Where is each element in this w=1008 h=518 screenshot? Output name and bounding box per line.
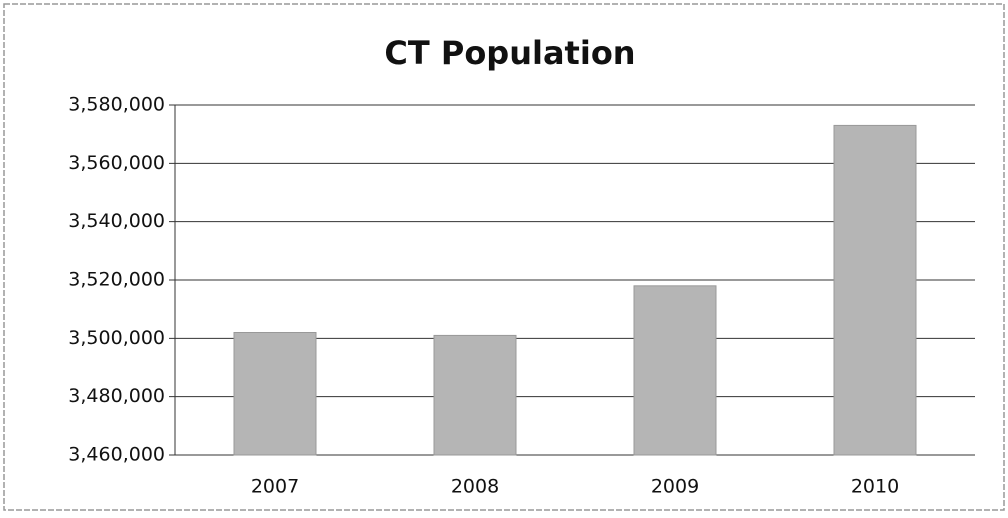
chart-title: CT Population: [384, 34, 635, 72]
y-tick-label: 3,460,000: [68, 444, 165, 466]
x-tick-label: 2009: [651, 476, 699, 498]
bar: [833, 124, 917, 456]
y-tick-label: 3,540,000: [68, 210, 165, 232]
x-tick-label: 2008: [451, 476, 499, 498]
y-tick-label: 3,560,000: [68, 152, 165, 174]
bar: [433, 334, 517, 456]
y-tick-label: 3,520,000: [68, 269, 165, 291]
y-tick-label: 3,500,000: [68, 327, 165, 349]
bar: [233, 332, 317, 456]
y-tick-label: 3,580,000: [68, 94, 165, 116]
bar: [633, 285, 717, 456]
x-tick-label: 2007: [251, 476, 299, 498]
x-tick-label: 2010: [851, 476, 899, 498]
y-tick-label: 3,480,000: [68, 385, 165, 407]
